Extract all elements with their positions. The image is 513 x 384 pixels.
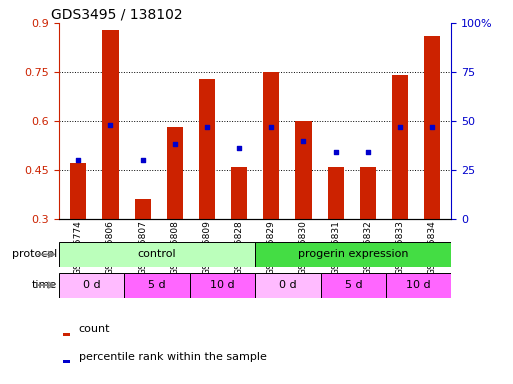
Bar [70, 164, 86, 219]
Text: 0 d: 0 d [279, 280, 297, 290]
Bar [360, 167, 376, 219]
Bar [392, 75, 408, 219]
Bar [190, 273, 255, 298]
Point [235, 145, 243, 151]
Text: count: count [78, 324, 110, 334]
Bar [124, 273, 190, 298]
Bar [328, 167, 344, 219]
Point [331, 149, 340, 156]
Bar [63, 333, 70, 336]
Bar [199, 79, 215, 219]
Bar [167, 127, 183, 219]
Bar [59, 273, 124, 298]
Point [267, 124, 275, 130]
Text: percentile rank within the sample: percentile rank within the sample [78, 352, 266, 362]
Text: control: control [138, 249, 176, 260]
Bar [255, 273, 321, 298]
Bar [103, 30, 119, 219]
Text: 10 d: 10 d [210, 280, 235, 290]
Point [428, 124, 436, 130]
Text: 5 d: 5 d [148, 280, 166, 290]
Point [300, 137, 308, 144]
Point [203, 124, 211, 130]
Point [171, 141, 179, 147]
Bar [231, 167, 247, 219]
Point [106, 122, 114, 128]
Point [74, 157, 83, 163]
Text: protocol: protocol [12, 249, 57, 260]
Text: 5 d: 5 d [345, 280, 362, 290]
Bar [321, 273, 386, 298]
Point [139, 157, 147, 163]
Bar [255, 242, 451, 267]
Bar [63, 360, 70, 363]
Bar [424, 36, 440, 219]
Point [364, 149, 372, 156]
Text: time: time [32, 280, 57, 290]
Bar [134, 199, 151, 219]
Bar [59, 242, 255, 267]
Text: progerin expression: progerin expression [298, 249, 408, 260]
Bar [295, 121, 311, 219]
Text: GDS3495 / 138102: GDS3495 / 138102 [51, 8, 183, 22]
Bar [263, 72, 280, 219]
Bar [386, 273, 451, 298]
Point [396, 124, 404, 130]
Text: 0 d: 0 d [83, 280, 101, 290]
Text: 10 d: 10 d [406, 280, 431, 290]
